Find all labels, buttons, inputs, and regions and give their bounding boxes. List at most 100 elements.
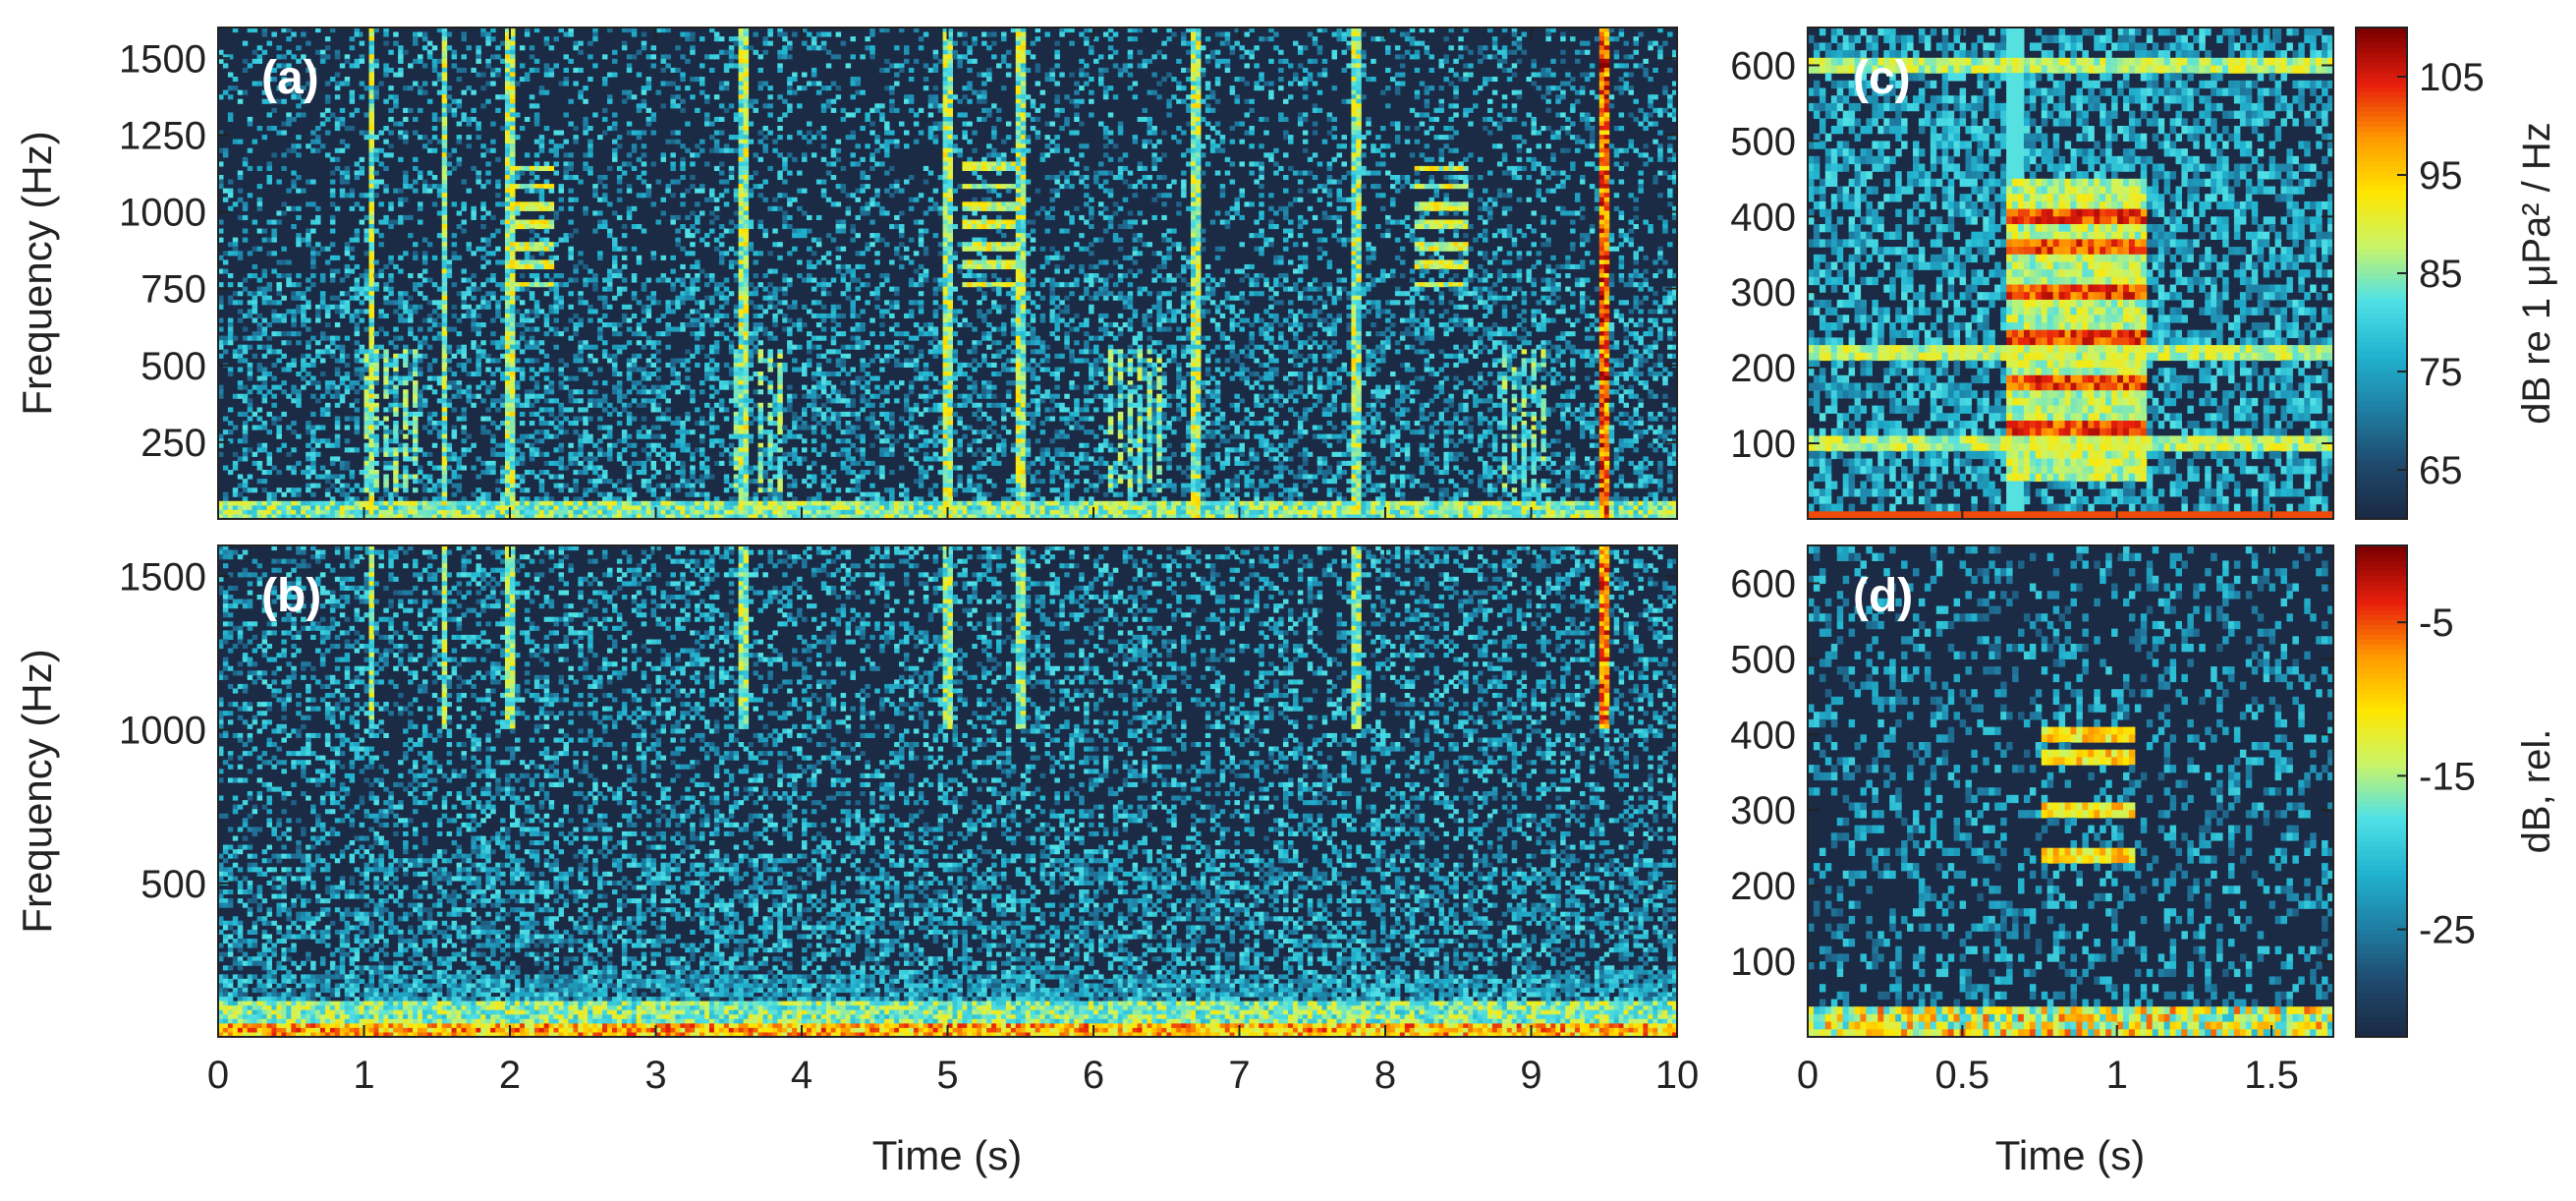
heatmap-cell xyxy=(762,41,768,46)
heatmap-cell xyxy=(383,220,389,225)
heatmap-cell xyxy=(1415,54,1421,59)
heatmap-cell xyxy=(865,206,870,211)
heatmap-cell xyxy=(1171,135,1177,140)
heatmap-cell xyxy=(884,148,890,153)
heatmap-cell xyxy=(510,166,516,171)
heatmap-cell xyxy=(418,175,423,180)
heatmap-cell xyxy=(1507,166,1513,171)
heatmap-cell xyxy=(360,94,365,99)
heatmap-cell xyxy=(1351,63,1357,68)
heatmap-cell xyxy=(1346,171,1352,176)
heatmap-cell xyxy=(534,68,540,73)
heatmap-cell xyxy=(1429,184,1435,189)
heatmap-cell xyxy=(1599,210,1605,215)
heatmap-cell xyxy=(651,112,657,117)
heatmap-cell xyxy=(373,135,379,140)
heatmap-cell xyxy=(1356,63,1362,68)
heatmap-cell xyxy=(1215,32,1221,37)
heatmap-cell xyxy=(675,68,681,73)
heatmap-cell xyxy=(510,198,516,202)
heatmap-cell xyxy=(1517,175,1523,180)
heatmap-cell xyxy=(1356,140,1362,144)
heatmap-cell xyxy=(1604,54,1610,59)
heatmap-cell xyxy=(1405,32,1411,37)
heatmap-cell xyxy=(1478,198,1484,202)
heatmap-cell xyxy=(228,193,234,198)
heatmap-cell xyxy=(578,180,584,185)
heatmap-cell xyxy=(378,82,384,86)
heatmap-cell xyxy=(777,117,783,122)
heatmap-cell xyxy=(777,63,783,68)
heatmap-cell xyxy=(388,86,394,90)
heatmap-cell xyxy=(510,131,516,136)
heatmap-cell xyxy=(355,201,361,206)
heatmap-cell xyxy=(1064,180,1070,185)
heatmap-cell xyxy=(1356,73,1362,78)
heatmap-cell xyxy=(933,135,939,140)
heatmap-cell xyxy=(948,152,954,157)
heatmap-cell xyxy=(802,86,808,90)
heatmap-cell xyxy=(933,201,939,206)
heatmap-cell xyxy=(957,59,963,64)
heatmap-cell xyxy=(462,206,468,211)
heatmap-cell xyxy=(485,210,491,215)
heatmap-cell xyxy=(1026,148,1032,153)
heatmap-cell xyxy=(646,117,652,122)
heatmap-cell xyxy=(754,108,759,113)
heatmap-cell xyxy=(1143,59,1148,64)
heatmap-cell xyxy=(1453,131,1459,136)
heatmap-cell xyxy=(632,148,638,153)
heatmap-cell xyxy=(962,184,968,189)
heatmap-cell xyxy=(1492,122,1498,127)
heatmap-cell xyxy=(802,189,808,194)
heatmap-cell xyxy=(856,77,862,82)
heatmap-cell xyxy=(485,59,491,64)
heatmap-cell xyxy=(802,152,808,157)
heatmap-cell xyxy=(1098,161,1104,166)
heatmap-cell xyxy=(1434,201,1440,206)
heatmap-cell xyxy=(588,148,593,153)
heatmap-cell xyxy=(442,117,448,122)
heatmap-cell xyxy=(1537,180,1542,185)
heatmap-cell xyxy=(1054,189,1060,194)
heatmap-cell xyxy=(1662,86,1668,90)
heatmap-cell xyxy=(739,175,745,180)
heatmap-cell xyxy=(991,206,997,211)
heatmap-cell xyxy=(510,73,516,78)
heatmap-cell xyxy=(340,108,346,113)
heatmap-cell xyxy=(1191,198,1197,202)
heatmap-cell xyxy=(1425,45,1430,50)
heatmap-cell xyxy=(782,157,788,162)
heatmap-cell xyxy=(1634,41,1640,46)
heatmap-cell xyxy=(1634,215,1640,220)
heatmap-cell xyxy=(369,50,375,55)
heatmap-cell xyxy=(1400,82,1406,86)
heatmap-cell xyxy=(889,103,895,108)
heatmap-cell xyxy=(1638,122,1644,127)
heatmap-cell xyxy=(1448,135,1454,140)
heatmap-cell xyxy=(373,63,379,68)
heatmap-cell xyxy=(1545,86,1551,90)
heatmap-cell xyxy=(948,77,954,82)
heatmap-cell xyxy=(413,41,419,46)
heatmap-cell xyxy=(1585,117,1591,122)
heatmap-cell xyxy=(495,45,501,50)
heatmap-cell xyxy=(1463,180,1469,185)
heatmap-cell xyxy=(777,54,783,59)
heatmap-cell xyxy=(1453,166,1459,171)
heatmap-cell xyxy=(661,210,667,215)
heatmap-cell xyxy=(1196,210,1202,215)
heatmap-cell xyxy=(943,189,949,194)
heatmap-cell xyxy=(1657,152,1663,157)
heatmap-cell xyxy=(744,135,750,140)
heatmap-cell xyxy=(826,161,832,166)
heatmap-cell xyxy=(1205,82,1211,86)
heatmap-cell xyxy=(271,220,277,225)
heatmap-cell xyxy=(739,140,745,144)
heatmap-cell xyxy=(398,45,404,50)
heatmap-cell xyxy=(1021,50,1027,55)
heatmap-cell xyxy=(1425,184,1430,189)
heatmap-cell xyxy=(1580,41,1586,46)
heatmap-cell xyxy=(243,68,249,73)
heatmap-cell xyxy=(739,41,745,46)
